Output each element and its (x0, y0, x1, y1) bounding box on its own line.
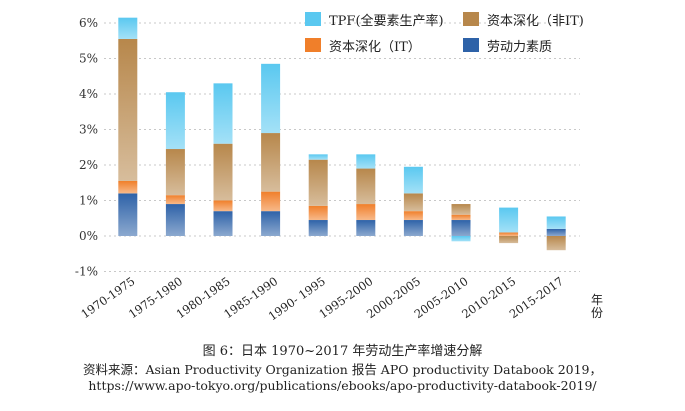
bar-segment (403, 220, 423, 236)
x-tick-label: 2015-2017 (507, 274, 566, 321)
legend-item-capital-it: 资本深化（IT） (305, 36, 421, 55)
legend-item-tpf: TPF(全要素生产率) (305, 10, 444, 29)
bar-segment (261, 63, 281, 134)
y-tick-label: -1% (75, 265, 98, 279)
bar-segment (213, 200, 233, 212)
bar-segment (451, 214, 471, 221)
bar-segment (118, 17, 138, 39)
figure-caption: 图 6：日本 1970~2017 年劳动生产率增速分解 (202, 344, 483, 359)
bar-segment (451, 204, 471, 215)
legend-item-capital-non-it: 资本深化（非IT) (463, 10, 584, 29)
bar-segment (261, 133, 281, 192)
legend-swatch-capital-non-it (463, 12, 479, 26)
legend-swatch-labor-quality (463, 38, 479, 52)
y-tick-label: 5% (79, 52, 98, 66)
legend-label-capital-it: 资本深化（IT） (329, 39, 421, 55)
bar-segment (261, 191, 281, 212)
bar-segment (499, 236, 519, 244)
bar-segment (499, 232, 519, 236)
legend-label-labor-quality: 劳动力素质 (487, 39, 553, 55)
bar-segment (118, 38, 138, 181)
bar-segment (213, 83, 233, 144)
y-tick-label: 1% (79, 194, 98, 208)
bar-segment (118, 180, 138, 194)
legend-label-capital-non-it: 资本深化（非IT) (487, 13, 584, 29)
y-tick-label: 3% (79, 123, 98, 137)
x-axis-unit-label: 年份 (590, 293, 603, 320)
figure-source: 资料来源：Asian Productivity Organization 报告 … (82, 362, 603, 377)
bar-segment (546, 228, 566, 236)
bar-segment (308, 154, 328, 160)
bar-segment (118, 193, 138, 236)
y-tick-label: 6% (79, 16, 98, 30)
legend-swatch-tpf (305, 12, 321, 26)
bar-segment (356, 154, 376, 169)
bar-segment (165, 195, 185, 205)
bar-segment (165, 204, 185, 236)
chart-legend: TPF(全要素生产率) 资本深化（非IT) 资本深化（IT） 劳动力素质 (305, 10, 605, 55)
bar-segment (165, 92, 185, 150)
y-tick-label: 2% (79, 158, 98, 172)
bar-segment (546, 216, 566, 229)
bar-segment (308, 159, 328, 206)
legend-swatch-capital-it (305, 38, 321, 52)
bar-segment (308, 220, 328, 236)
bar-segment (403, 193, 423, 212)
y-tick-label: 0% (79, 229, 98, 243)
legend-label-tpf: TPF(全要素生产率) (329, 13, 444, 29)
bar-segment (356, 168, 376, 205)
bar-segment (451, 220, 471, 236)
legend-item-labor-quality: 劳动力素质 (463, 36, 553, 55)
bar-segment (546, 236, 566, 251)
bar-segment (403, 166, 423, 194)
figure-source-url: https://www.apo-tokyo.org/publications/e… (88, 378, 597, 393)
bar-segment (356, 220, 376, 236)
bar-segment (403, 211, 423, 221)
bar-segment (499, 207, 519, 233)
bar-segment (213, 211, 233, 236)
bar-segment (451, 236, 471, 242)
bar-segment (213, 143, 233, 201)
bar-segment (308, 205, 328, 221)
bar-segment (261, 211, 281, 236)
bar-segment (165, 149, 185, 196)
bar-segment (356, 204, 376, 221)
y-tick-label: 4% (79, 87, 98, 101)
